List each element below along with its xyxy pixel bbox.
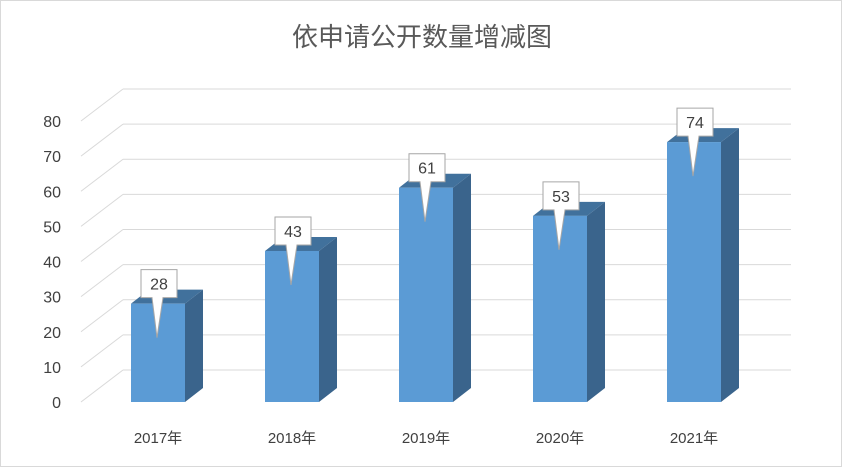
data-label: 61 xyxy=(408,153,446,222)
data-labels: 28 43 61 53 74 xyxy=(140,107,714,338)
bar xyxy=(399,173,471,402)
bar xyxy=(533,201,605,402)
x-category-label: 2021年 xyxy=(670,430,718,447)
x-category-label: 2019年 xyxy=(402,430,450,447)
y-tick-label: 70 xyxy=(43,149,61,166)
data-label: 28 xyxy=(140,269,178,338)
y-axis-ticks: 0 10 20 30 40 50 60 70 80 xyxy=(43,114,61,412)
chart-title: 依申请公开数量增减图 xyxy=(292,23,552,53)
y-tick-label: 60 xyxy=(43,184,61,201)
svg-text:61: 61 xyxy=(418,161,436,178)
svg-text:28: 28 xyxy=(150,277,168,294)
y-tick-label: 50 xyxy=(43,219,61,236)
gridline xyxy=(80,88,791,122)
bar xyxy=(667,128,739,402)
bar xyxy=(265,236,337,402)
x-axis-categories: 2017年 2018年 2019年 2020年 2021年 xyxy=(134,430,718,447)
y-tick-label: 80 xyxy=(43,114,61,131)
data-label: 43 xyxy=(274,216,312,286)
y-tick-label: 20 xyxy=(43,325,61,342)
x-category-label: 2017年 xyxy=(134,430,182,447)
x-category-label: 2018年 xyxy=(268,430,316,447)
y-tick-label: 30 xyxy=(43,290,61,307)
x-category-label: 2020年 xyxy=(536,430,584,447)
y-tick-label: 40 xyxy=(43,255,61,272)
svg-text:53: 53 xyxy=(552,189,570,206)
svg-text:43: 43 xyxy=(284,224,302,241)
bar xyxy=(131,289,203,402)
y-tick-label: 0 xyxy=(52,395,61,412)
svg-text:74: 74 xyxy=(686,115,704,132)
data-label: 74 xyxy=(676,107,714,177)
data-label: 53 xyxy=(542,181,580,250)
y-tick-label: 10 xyxy=(43,360,61,377)
